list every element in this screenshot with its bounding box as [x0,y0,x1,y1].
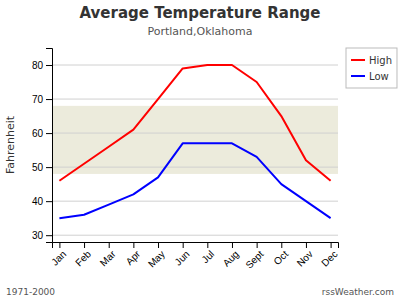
plot-marks [52,65,338,235]
x-tick-label: Nov [295,248,315,268]
x-tick-label: Apr [124,248,143,267]
series-line [59,143,330,218]
x-tick-mark [257,242,258,248]
x-tick-label: Sept [243,248,265,270]
legend: High Low [346,48,397,88]
x-tick: Jun [172,242,191,268]
legend-item: Low [351,71,389,82]
y-tick-label: 50 [32,162,44,173]
legend-swatch [351,75,365,77]
x-tick: Jan [49,242,68,268]
plot-area: Jan FebMar AprMay Jun Jul AugSept Oct NovDec 30 4… [4,48,397,271]
y-tick: 40 [32,196,52,207]
x-tick: Oct [271,242,290,267]
grid-line [52,235,338,236]
y-tick-mark [46,99,52,100]
x-tick-mark [109,242,110,248]
x-tick-mark [331,242,332,248]
legend-swatch [351,59,365,61]
legend-box [346,48,397,88]
y-tick-mark [46,133,52,134]
x-tick: Nov [295,242,315,269]
y-tick: 60 [32,128,52,139]
y-axis-title: Fahrenheit [4,115,17,174]
x-tick-label: Jan [49,248,68,267]
y-tick: 50 [32,162,52,173]
y-tick-label: 40 [32,196,44,207]
series-line [59,65,330,181]
annotation: 1971-2000 [6,287,55,297]
x-tick-label: Jul [199,248,216,265]
x-tick-mark [306,242,307,248]
y-axis: 30 40 50 60 70 80 [32,49,53,243]
annotation: rssWeather.com [322,287,394,297]
y-tick-mark [46,235,52,236]
y-tick-label: 60 [32,128,44,139]
legend-label: Low [369,71,389,82]
x-axis-line [53,243,339,249]
grid [52,65,338,235]
grid-line [52,201,338,202]
x-tick-mark [84,242,85,248]
x-tick: Dec [319,242,339,269]
x-tick-mark [183,242,184,248]
x-tick: Apr [124,242,143,267]
x-tick-label: Feb [73,248,93,268]
x-tick-label: Jun [172,248,191,267]
grid-line [52,65,338,66]
x-tick-mark [158,242,159,248]
x-tick: Aug [221,242,241,269]
x-tick-mark [232,242,233,248]
x-tick: Jul [199,242,216,265]
x-tick-label: Oct [271,248,290,267]
x-tick-label: May [146,248,167,269]
x-tick-label: Mar [98,248,118,268]
x-tick: May [146,242,167,270]
y-tick: 30 [32,230,52,241]
x-tick-mark [207,242,208,248]
x-tick-mark [59,242,60,248]
x-tick-label: Aug [221,248,241,268]
x-tick-mark [281,242,282,248]
subtitle: Portland,Oklahoma [147,25,252,38]
grid-line [52,133,338,134]
y-axis-line [46,49,53,243]
legend-label: High [369,55,392,66]
chart-container: Average Temperature Range Portland,Oklaho… [0,0,400,300]
chart-svg: Average Temperature Range Portland,Oklaho… [0,0,400,300]
y-tick-mark [46,167,52,168]
x-tick-label: Dec [319,248,339,268]
x-tick-mark [133,242,134,248]
y-tick-label: 80 [32,60,44,71]
x-axis: Jan FebMar AprMay Jun Jul AugSept Oct NovDec [49,242,339,271]
y-tick: 80 [32,60,52,71]
y-tick-mark [46,65,52,66]
x-tick: Mar [98,242,118,268]
y-tick-label: 30 [32,230,44,241]
title: Average Temperature Range [79,4,320,22]
x-tick: Feb [73,242,93,268]
y-tick-label: 70 [32,94,44,105]
legend-item: High [351,55,392,66]
x-tick: Sept [243,242,265,271]
y-tick-mark [46,201,52,202]
y-tick: 70 [32,94,52,105]
grid-line [52,99,338,100]
grid-line [52,167,338,168]
